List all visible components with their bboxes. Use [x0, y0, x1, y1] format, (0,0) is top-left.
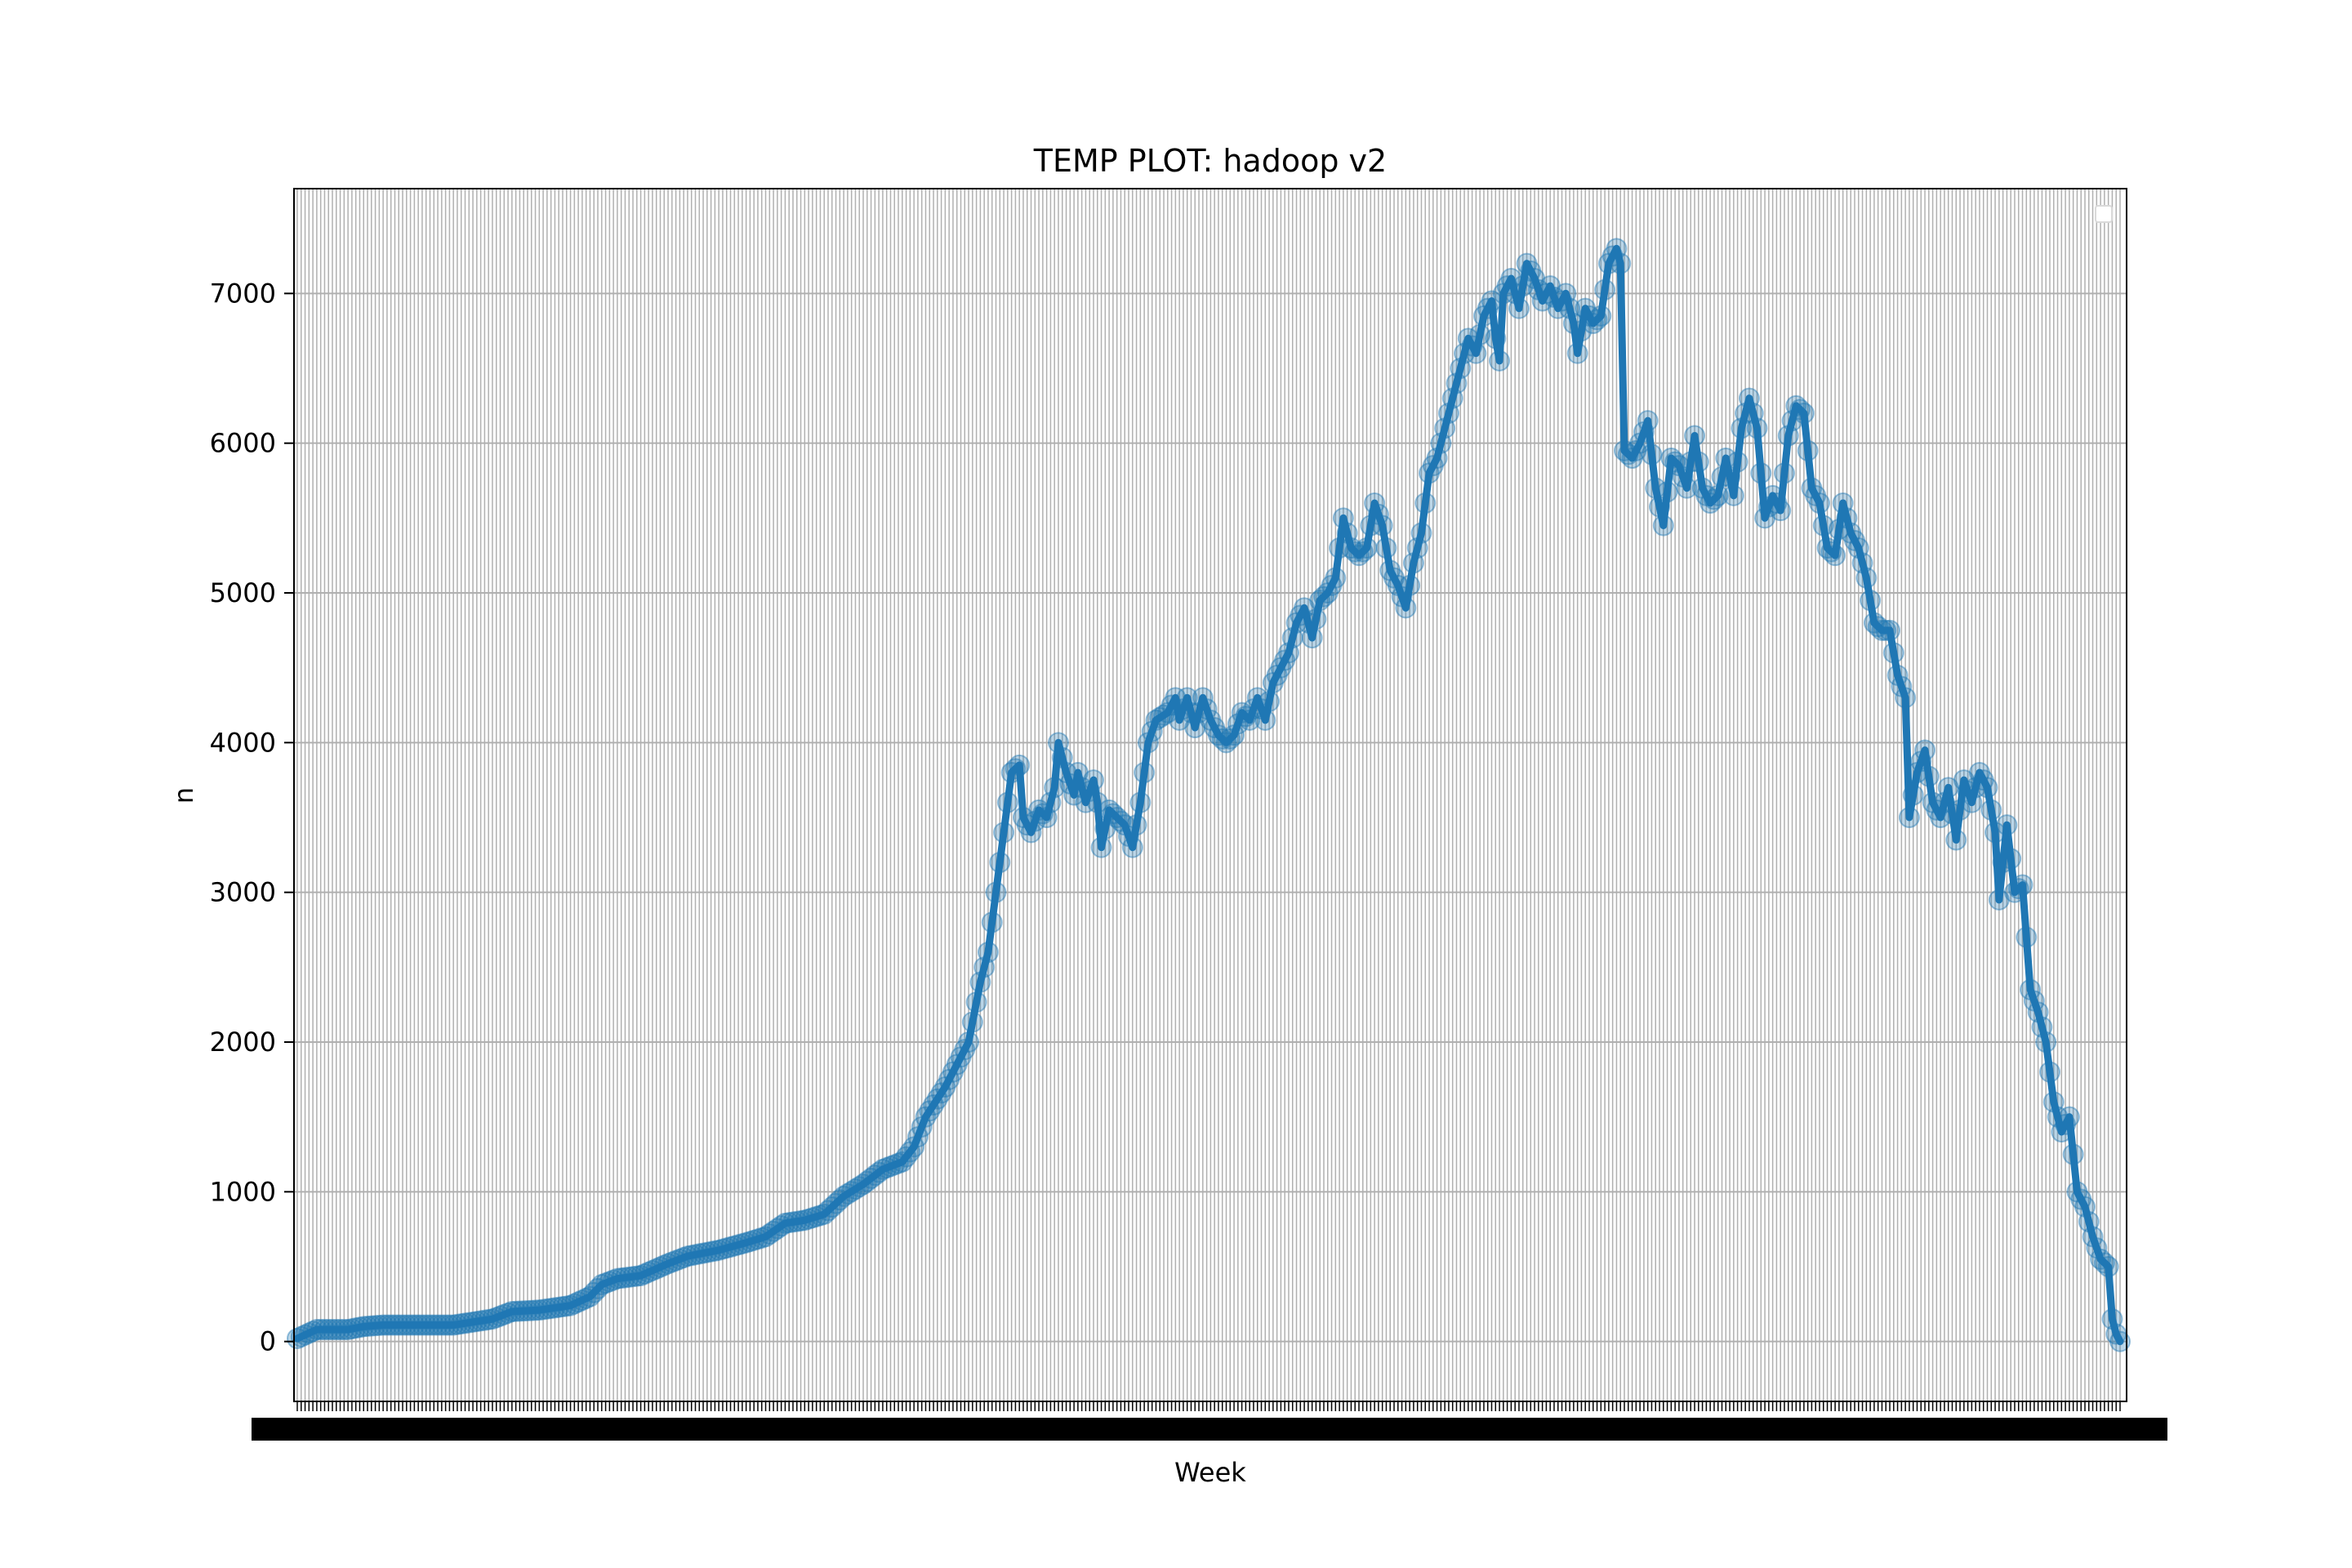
- y-tick-label: 4000: [210, 727, 276, 758]
- y-tick-label: 1000: [210, 1176, 276, 1207]
- y-tick-label: 3000: [210, 877, 276, 908]
- x-axis-label: Week: [1174, 1457, 1246, 1488]
- y-tick-label: 5000: [210, 577, 276, 608]
- y-tick-label: 7000: [210, 278, 276, 309]
- y-axis-label: n: [168, 787, 199, 804]
- x-tick-labels-overlap: [252, 1418, 2167, 1441]
- y-tick-label: 6000: [210, 428, 276, 459]
- y-tick-label: 2000: [210, 1027, 276, 1058]
- chart-title: TEMP PLOT: hadoop v2: [1033, 143, 1387, 179]
- y-tick-label: 0: [260, 1326, 276, 1357]
- legend-box: [2096, 206, 2112, 222]
